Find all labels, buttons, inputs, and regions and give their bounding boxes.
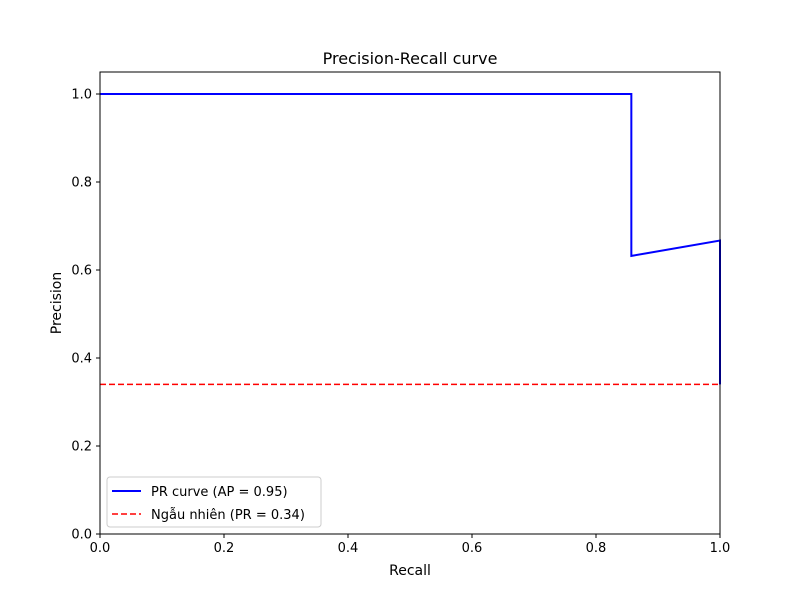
x-tick-label: 0.8 (586, 541, 607, 556)
y-tick-label: 0.8 (71, 176, 92, 191)
x-axis-ticks: 0.0 0.2 0.4 0.6 0.8 1.0 (90, 534, 731, 556)
chart-title: Precision-Recall curve (323, 49, 498, 68)
legend-box (106, 476, 322, 528)
x-tick-label: 0.0 (90, 541, 111, 556)
y-tick-label: 0.0 (71, 528, 92, 543)
plot-frame (99, 71, 721, 535)
y-axis-label: Precision (49, 272, 65, 334)
legend: PR curve (AP = 0.95) Ngẫu nhiên (PR = 0.… (106, 476, 322, 528)
legend-entry-random: Ngẫu nhiên (PR = 0.34) (151, 508, 305, 523)
y-tick-label: 0.2 (71, 440, 92, 455)
y-tick-label: 1.0 (71, 88, 92, 103)
y-tick-label: 0.6 (71, 264, 92, 279)
x-tick-label: 0.4 (338, 541, 359, 556)
x-tick-label: 0.6 (462, 541, 483, 556)
x-tick-label: 1.0 (710, 541, 731, 556)
x-tick-label: 0.2 (214, 541, 235, 556)
y-axis-ticks: 0.0 0.2 0.4 0.6 0.8 1.0 (71, 88, 100, 543)
legend-entry-pr-curve: PR curve (AP = 0.95) (151, 485, 288, 500)
y-tick-label: 0.4 (71, 352, 92, 367)
x-axis-label: Recall (389, 563, 431, 579)
